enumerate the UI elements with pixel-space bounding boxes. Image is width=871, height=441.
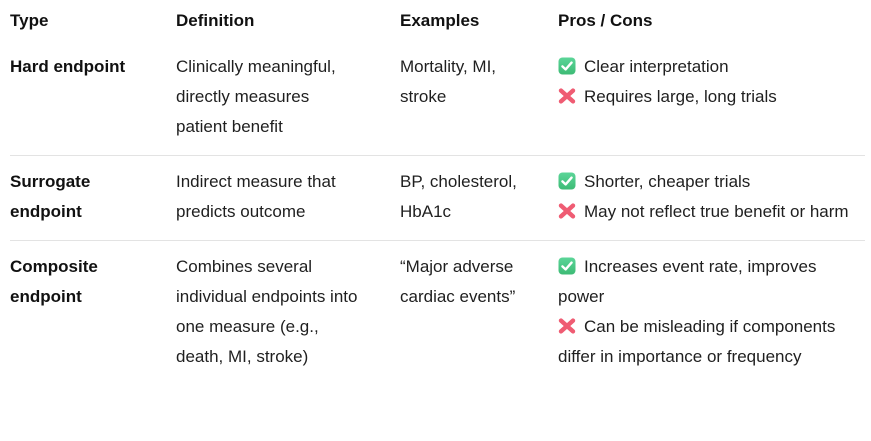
- row-pros-cons-cell: Increases event rate, improves power Can…: [558, 252, 850, 372]
- pro-text: Clear interpretation: [584, 57, 729, 76]
- row-pros-cons-cell: Clear interpretation Requires large, lon…: [558, 52, 850, 142]
- table-row: Composite endpoint Combines several indi…: [10, 240, 865, 385]
- cross-mark-icon: [558, 315, 576, 334]
- row-pros-cons-cell: Shorter, cheaper trials May not reflect …: [558, 167, 850, 227]
- con-text: Requires large, long trials: [584, 87, 777, 106]
- row-definition-cell: Indirect measure that predicts outcome: [176, 167, 400, 227]
- row-examples-cell: BP, cholesterol, HbA1c: [400, 167, 558, 227]
- definition-text: Indirect measure that predicts outcome: [176, 172, 336, 221]
- pro-text: Shorter, cheaper trials: [584, 172, 751, 191]
- cross-mark-icon: [558, 85, 576, 104]
- row-type-label: Composite endpoint: [10, 257, 98, 306]
- con-line: Requires large, long trials: [558, 82, 850, 112]
- column-header-examples: Examples: [400, 11, 480, 30]
- check-mark-icon: [558, 170, 576, 190]
- column-header-definition: Definition: [176, 11, 255, 30]
- row-definition-cell: Combines several individual endpoints in…: [176, 252, 400, 372]
- examples-text: “Major adverse cardiac events”: [400, 257, 516, 306]
- row-type-label: Hard endpoint: [10, 57, 126, 76]
- pro-line: Clear interpretation: [558, 52, 850, 82]
- examples-text: BP, cholesterol, HbA1c: [400, 172, 517, 221]
- con-line: Can be misleading if components differ i…: [558, 312, 850, 372]
- endpoint-comparison-table: Type Definition Examples Pros / Cons Har…: [10, 0, 865, 385]
- definition-text: Clinically meaningful, directly measures…: [176, 57, 336, 136]
- con-text: Can be misleading if components differ i…: [558, 317, 836, 366]
- definition-text: Combines several individual endpoints in…: [176, 257, 358, 366]
- check-mark-icon: [558, 255, 576, 275]
- row-examples-cell: “Major adverse cardiac events”: [400, 252, 558, 372]
- con-line: May not reflect true benefit or harm: [558, 197, 850, 227]
- row-type-label: Surrogate endpoint: [10, 172, 91, 221]
- examples-text: Mortality, MI, stroke: [400, 57, 497, 106]
- column-header-type: Type: [10, 11, 49, 30]
- row-examples-cell: Mortality, MI, stroke: [400, 52, 558, 142]
- row-definition-cell: Clinically meaningful, directly measures…: [176, 52, 400, 142]
- pro-line: Increases event rate, improves power: [558, 252, 850, 312]
- cross-mark-icon: [558, 200, 576, 219]
- check-mark-icon: [558, 55, 576, 75]
- column-header-pros-cons: Pros / Cons: [558, 11, 653, 30]
- pro-text: Increases event rate, improves power: [558, 257, 817, 306]
- table-body: Hard endpoint Clinically meaningful, dir…: [10, 41, 865, 385]
- con-text: May not reflect true benefit or harm: [584, 202, 849, 221]
- table-row: Surrogate endpoint Indirect measure that…: [10, 155, 865, 240]
- table-row: Hard endpoint Clinically meaningful, dir…: [10, 41, 865, 155]
- pro-line: Shorter, cheaper trials: [558, 167, 850, 197]
- table-header-row: Type Definition Examples Pros / Cons: [10, 0, 865, 41]
